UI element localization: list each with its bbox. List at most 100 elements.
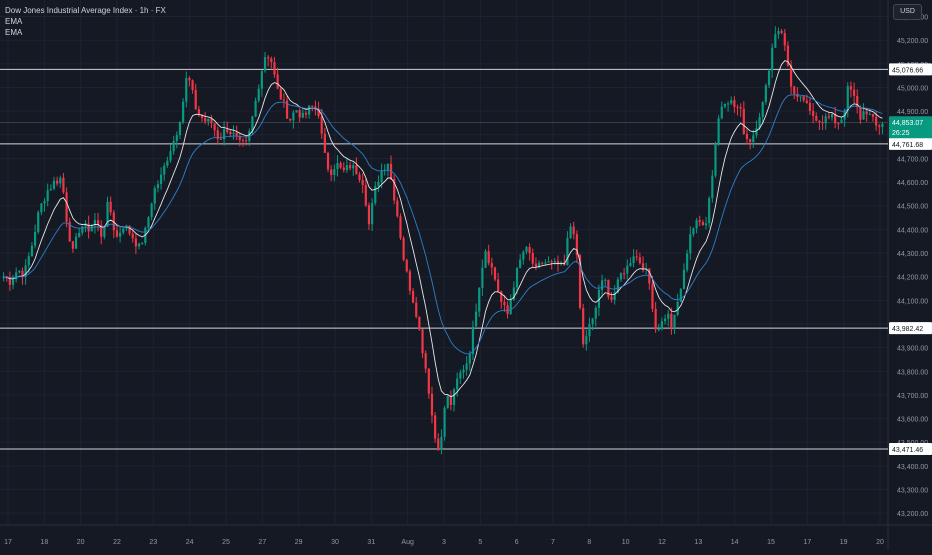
level-badge <box>889 137 932 150</box>
candle-body <box>682 269 686 290</box>
price-axis[interactable]: 43,200.0043,300.0043,400.0043,500.0043,6… <box>897 15 928 519</box>
candle-body <box>764 85 767 103</box>
level-badge <box>889 322 932 335</box>
currency-button[interactable]: USD <box>893 4 922 20</box>
candle-body <box>159 174 163 185</box>
candle-body <box>380 170 383 183</box>
time-tick-label: 17 <box>4 539 12 546</box>
candle-body <box>153 188 156 204</box>
candle-body <box>503 301 506 306</box>
candle-body <box>267 57 270 59</box>
indicator-ema-1[interactable]: EMA <box>5 17 23 26</box>
candle-body <box>815 115 818 121</box>
price-tick-label: 43,200.00 <box>897 511 928 518</box>
candle-body <box>415 302 418 317</box>
price-tick-label: 45,200.00 <box>897 38 928 45</box>
candle-body <box>317 109 320 117</box>
candle-body <box>749 139 752 142</box>
candle-body <box>276 74 279 89</box>
price-tick-label: 44,700.00 <box>897 156 928 163</box>
candle-body <box>8 278 11 285</box>
candle-body <box>137 243 141 247</box>
candle-body <box>704 223 708 226</box>
candle-body <box>481 267 484 288</box>
time-tick-label: 25 <box>222 539 230 546</box>
candle-body <box>320 116 323 134</box>
time-tick-label: 27 <box>258 539 266 546</box>
candle-body <box>708 198 711 224</box>
horizontal-levels <box>0 68 888 450</box>
candle-body <box>289 118 292 121</box>
candle-body <box>512 287 515 300</box>
time-tick-label: 31 <box>367 539 375 546</box>
time-axis[interactable]: 17 18 20 22 23 24 25 27 29 30 31 Aug 3 5 6 7 8 10 12 13 14 15… <box>4 539 884 546</box>
candle-body <box>128 225 131 234</box>
candle-body <box>90 225 93 232</box>
candle-body <box>638 257 641 264</box>
candle-body <box>686 253 689 270</box>
candle-body <box>730 100 733 104</box>
candle-body <box>541 262 544 264</box>
candle-body <box>588 324 591 337</box>
candle-body <box>837 123 840 125</box>
candle-body <box>657 329 660 331</box>
candle-body <box>27 256 30 266</box>
candle-body <box>150 203 153 218</box>
last-price-label: 44,853.07 <box>892 120 923 127</box>
indicator-ema-2[interactable]: EMA <box>5 28 23 37</box>
candle-body <box>443 407 446 437</box>
time-tick-label: 23 <box>149 539 157 546</box>
candle-body <box>723 103 727 107</box>
candle-body <box>471 326 475 355</box>
candle-body <box>862 111 865 120</box>
candle-body <box>528 246 531 254</box>
candle-body <box>616 279 619 293</box>
symbol-title[interactable]: Dow Jones Industrial Average Index · 1h … <box>5 6 166 15</box>
candle-body <box>204 118 207 122</box>
candle-body <box>689 234 692 254</box>
candle-body <box>65 192 68 222</box>
candle-body <box>282 99 286 101</box>
candle-body <box>323 133 326 153</box>
chart-legend: Dow Jones Industrial Average Index · 1h … <box>5 5 166 38</box>
candle-body <box>336 163 339 170</box>
candle-body <box>537 262 541 268</box>
candle-body <box>670 313 673 328</box>
candle-body <box>175 135 178 142</box>
candle-body <box>106 201 109 227</box>
candle-body <box>427 368 430 394</box>
candle-body <box>626 265 629 274</box>
candle-body <box>506 305 509 315</box>
candle-body <box>131 233 134 239</box>
candle-body <box>745 133 749 140</box>
time-tick-label: 24 <box>186 539 194 546</box>
time-tick-label: 18 <box>40 539 48 546</box>
candle-body <box>789 65 793 87</box>
candle-body <box>534 263 538 268</box>
candle-body <box>610 296 613 300</box>
candle-body <box>402 238 405 260</box>
candle-body <box>515 268 519 288</box>
time-tick-label: 10 <box>622 539 630 546</box>
candle-body <box>859 107 862 120</box>
candle-body <box>585 336 588 345</box>
level-badge-label: 44,761.68 <box>892 142 923 149</box>
time-tick-label: 20 <box>876 539 884 546</box>
candle-body <box>207 118 210 122</box>
candle-body <box>875 116 878 126</box>
candle-body <box>345 165 349 171</box>
candle-body <box>673 314 676 328</box>
candle-body <box>641 263 645 270</box>
candle-body <box>717 118 720 144</box>
price-tick-label: 43,700.00 <box>897 393 928 400</box>
price-tick-label: 43,800.00 <box>897 369 928 376</box>
candle-body <box>651 283 654 309</box>
candle-body <box>500 291 503 302</box>
candle-body <box>219 138 223 140</box>
level-badge-label: 43,471.46 <box>892 447 923 454</box>
candle-body <box>758 116 761 129</box>
candle-body <box>840 119 843 124</box>
candle-body <box>235 132 238 137</box>
